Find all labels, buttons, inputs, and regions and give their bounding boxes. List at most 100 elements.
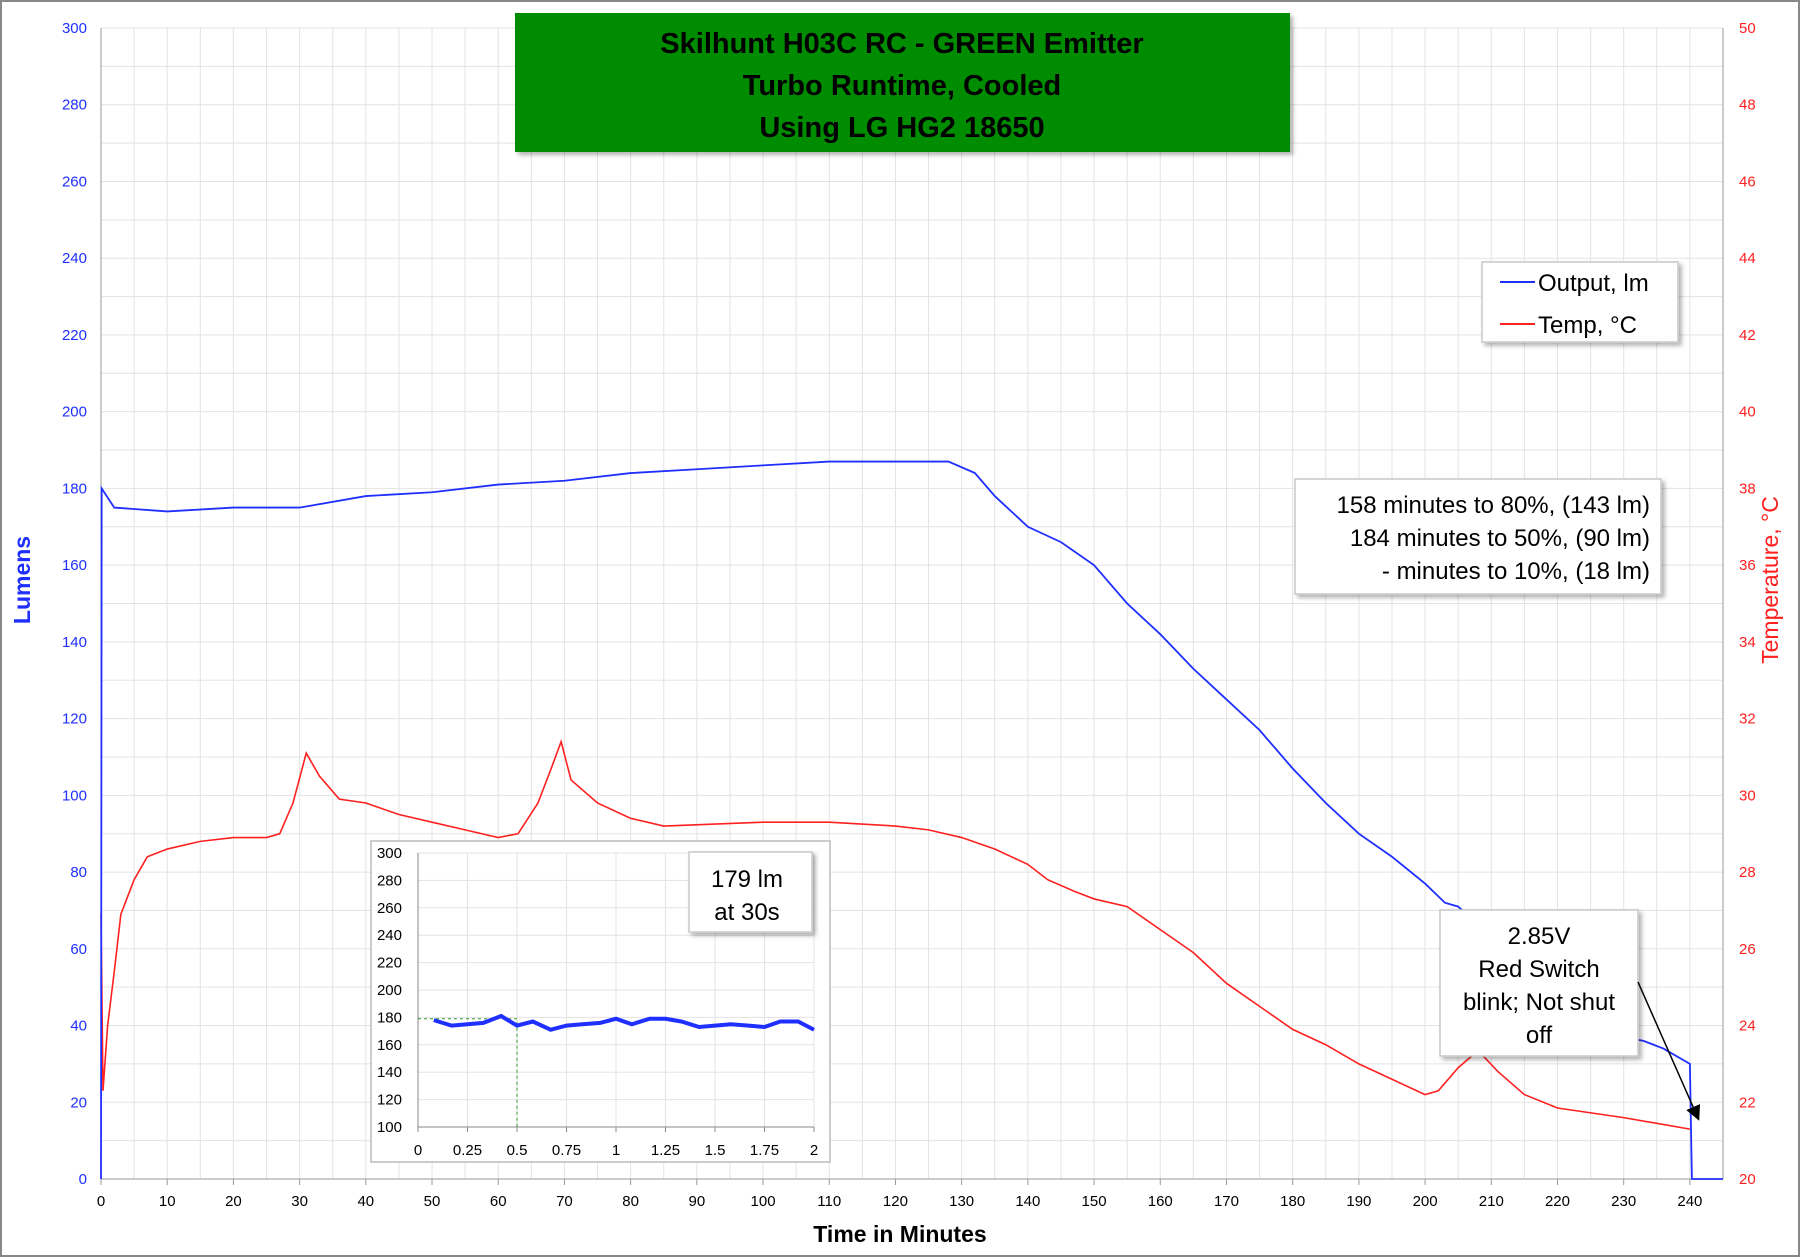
y-tick-label: 160 [62, 557, 87, 574]
inset-y-tick-label: 300 [377, 845, 402, 862]
y-tick-label: 40 [70, 1018, 87, 1035]
x-tick-label: 70 [556, 1193, 573, 1210]
y-tick-label: 80 [70, 864, 87, 881]
y-tick-label: 220 [62, 327, 87, 344]
y2-tick-label: 48 [1739, 97, 1756, 114]
end-annotation: 2.85V Red Switch blink; Not shut off [1439, 909, 1701, 1121]
title-line-2: Turbo Runtime, Cooled [743, 70, 1061, 102]
x-tick-label: 220 [1545, 1193, 1570, 1210]
inset-x-tick-label: 0.25 [453, 1142, 482, 1159]
x-tick-label: 200 [1413, 1193, 1438, 1210]
x-tick-label: 230 [1611, 1193, 1636, 1210]
y2-tick-label: 20 [1739, 1171, 1756, 1188]
y2-tick-label: 46 [1739, 173, 1756, 190]
x-tick-label: 60 [490, 1193, 507, 1210]
y-tick-label: 120 [62, 711, 87, 728]
end-note-line-4: off [1526, 1022, 1553, 1049]
inset-y-tick-label: 200 [377, 982, 402, 999]
y2-tick-label: 30 [1739, 787, 1756, 804]
x-tick-label: 0 [97, 1193, 105, 1210]
inset-x-tick-label: 2 [810, 1142, 818, 1159]
axes: 0 10 20 30 40 50 60 70 80 90 100 110 120 130 140 150 160… [62, 20, 1756, 1210]
y2-tick-label: 28 [1739, 864, 1756, 881]
stat-80: 158 minutes to 80%, (143 lm) [1337, 492, 1651, 519]
y2-tick-label: 40 [1739, 404, 1756, 421]
inset-x-tick-label: 1.5 [705, 1142, 726, 1159]
title-line-3: Using LG HG2 18650 [759, 112, 1044, 144]
y-tick-label: 180 [62, 480, 87, 497]
legend-label-temp: Temp, °C [1538, 312, 1637, 339]
y2-tick-label: 34 [1739, 634, 1756, 651]
x-tick-label: 210 [1479, 1193, 1504, 1210]
y-tick-label: 20 [70, 1094, 87, 1111]
x-tick-label: 170 [1214, 1193, 1239, 1210]
inset-y-tick-label: 100 [377, 1119, 402, 1136]
x-tick-label: 190 [1346, 1193, 1371, 1210]
inset-x-tick-label: 0.75 [552, 1142, 581, 1159]
inset-y-tick-label: 260 [377, 900, 402, 917]
y-tick-label: 300 [62, 20, 87, 37]
inset-y-tick-label: 240 [377, 927, 402, 944]
y2-tick-label: 38 [1739, 480, 1756, 497]
inset-annotation: 179 lm at 30s [688, 851, 813, 933]
y-tick-label: 100 [62, 787, 87, 804]
x-tick-label: 110 [817, 1193, 841, 1210]
x-tick-label: 130 [949, 1193, 974, 1210]
x-tick-label: 180 [1280, 1193, 1305, 1210]
inset-x-tick-label: 1.25 [651, 1142, 680, 1159]
inset-y-tick-label: 280 [377, 872, 402, 889]
x-tick-label: 240 [1677, 1193, 1702, 1210]
y-tick-label: 60 [70, 941, 87, 958]
end-note-line-1: 2.85V [1508, 923, 1571, 950]
legend: Output, lm Temp, °C [1481, 261, 1679, 343]
x-tick-label: 40 [357, 1193, 374, 1210]
x-tick-label: 30 [291, 1193, 308, 1210]
y2-tick-label: 42 [1739, 327, 1756, 344]
x-tick-label: 80 [622, 1193, 639, 1210]
inset-y-tick-label: 140 [377, 1064, 402, 1081]
x-tick-label: 160 [1148, 1193, 1173, 1210]
end-note-line-2: Red Switch [1478, 956, 1599, 983]
y2-tick-label: 36 [1739, 557, 1756, 574]
y2-tick-label: 24 [1739, 1018, 1756, 1035]
temp-series-line [100, 738, 1691, 1130]
inset-y-tick-label: 180 [377, 1009, 402, 1026]
inset-note-line-1: 179 lm [711, 866, 783, 893]
x-tick-label: 150 [1082, 1193, 1107, 1210]
y-tick-label: 260 [62, 173, 87, 190]
inset-note-line-2: at 30s [714, 899, 779, 926]
y2-tick-label: 44 [1739, 250, 1756, 267]
y-tick-label: 240 [62, 250, 87, 267]
y-tick-label: 0 [79, 1171, 87, 1188]
x-tick-label: 90 [688, 1193, 705, 1210]
y-tick-label: 280 [62, 97, 87, 114]
chart-title: Skilhunt H03C RC - GREEN Emitter Turbo R… [515, 13, 1290, 152]
legend-label-output: Output, lm [1538, 270, 1649, 297]
stat-10: - minutes to 10%, (18 lm) [1382, 558, 1650, 585]
y2-axis-label: Temperature, °C [1757, 496, 1783, 664]
x-tick-label: 20 [225, 1193, 242, 1210]
y-tick-label: 200 [62, 404, 87, 421]
inset-chart: 0 0.25 0.5 0.75 1 1.25 1.5 1.75 2 100 120 140 160 180… [370, 840, 831, 1163]
x-tick-label: 10 [159, 1193, 176, 1210]
stat-50: 184 minutes to 50%, (90 lm) [1350, 525, 1650, 552]
inset-x-tick-label: 0.5 [507, 1142, 528, 1159]
x-tick-label: 100 [751, 1193, 776, 1210]
y2-tick-label: 22 [1739, 1094, 1756, 1111]
annotation-arrow [1637, 981, 1701, 1121]
y2-tick-label: 50 [1739, 20, 1756, 37]
inset-output-line [433, 1013, 815, 1032]
x-tick-label: 50 [424, 1193, 441, 1210]
title-box [515, 13, 1290, 152]
y-tick-label: 140 [62, 634, 87, 651]
inset-x-tick-label: 1.75 [750, 1142, 779, 1159]
x-axis-label: Time in Minutes [813, 1221, 986, 1247]
y2-tick-label: 26 [1739, 941, 1756, 958]
x-tick-label: 140 [1015, 1193, 1040, 1210]
y-axis-label: Lumens [9, 536, 35, 624]
inset-reference-line [418, 1018, 518, 1127]
y2-tick-label: 32 [1739, 711, 1756, 728]
title-line-1: Skilhunt H03C RC - GREEN Emitter [660, 28, 1143, 60]
